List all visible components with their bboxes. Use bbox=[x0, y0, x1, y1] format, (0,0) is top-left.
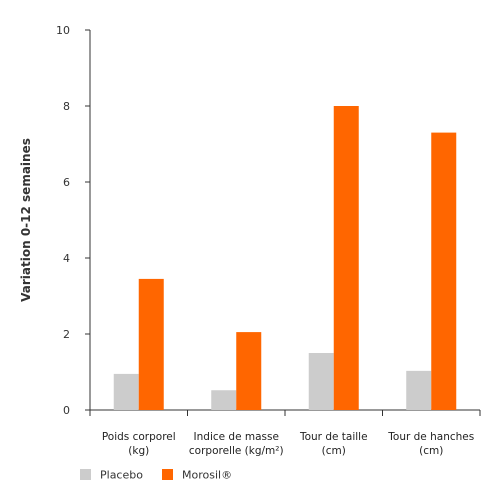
legend-label: Morosil® bbox=[182, 469, 232, 482]
legend-label: Placebo bbox=[100, 469, 143, 482]
y-tick-label: 8 bbox=[63, 100, 70, 113]
y-tick-label: 10 bbox=[56, 24, 70, 37]
x-category-label: Tour de hanches (cm) bbox=[387, 431, 474, 457]
bars bbox=[113, 106, 457, 410]
y-tick-label: 0 bbox=[63, 404, 70, 417]
y-tick-label: 2 bbox=[63, 328, 70, 341]
legend-swatch bbox=[80, 469, 91, 480]
bar-morosil bbox=[138, 278, 164, 410]
bar-placebo bbox=[308, 353, 334, 410]
bar-morosil bbox=[431, 132, 457, 410]
bar-placebo bbox=[406, 370, 432, 410]
x-category-label: Tour de taille (cm) bbox=[299, 431, 368, 457]
legend-swatch bbox=[162, 469, 173, 480]
y-axis: 0 2 4 6 8 10 bbox=[56, 24, 91, 417]
y-axis-label: Variation 0-12 semaines bbox=[19, 138, 33, 302]
x-axis: Poids corporel (kg) Indice de masse corpore… bbox=[89, 409, 481, 457]
x-category-label: Poids corporel (kg) bbox=[102, 431, 176, 457]
bar-placebo bbox=[113, 373, 139, 410]
bar-placebo bbox=[211, 390, 237, 410]
legend: Placebo Morosil® bbox=[80, 469, 232, 482]
y-tick-label: 4 bbox=[63, 252, 70, 265]
bar-morosil bbox=[236, 332, 262, 410]
bar-morosil bbox=[333, 106, 359, 410]
y-tick-label: 6 bbox=[63, 176, 70, 189]
x-category-label: Indice de masse corporelle (kg/m²) bbox=[189, 431, 284, 457]
